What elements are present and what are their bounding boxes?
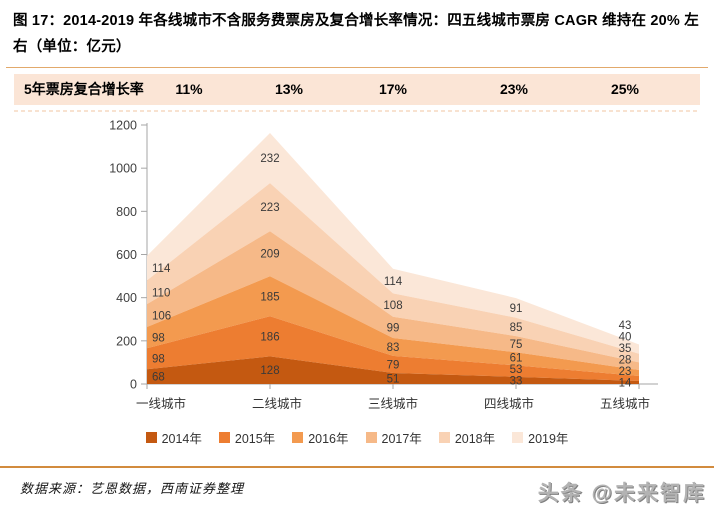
data-label-一线城市-2017年: 106 [152, 311, 171, 323]
data-label-二线城市-2015年: 186 [260, 331, 279, 343]
data-label-三线城市-2016年: 83 [387, 342, 400, 354]
legend-item-2017年: 2017年 [365, 428, 422, 447]
data-label-五线城市-2016年: 28 [619, 355, 632, 367]
legend-label: 2016年 [308, 432, 349, 446]
legend-swatch [292, 432, 304, 443]
x-axis-category-label: 四线城市 [484, 396, 534, 411]
data-label-一线城市-2018年: 110 [152, 287, 170, 299]
legend-item-2019年: 2019年 [512, 428, 568, 447]
x-axis-category-label: 一线城市 [136, 396, 186, 411]
data-label-四线城市-2016年: 61 [510, 352, 523, 364]
cagr-value-tier5: 25% [610, 81, 640, 97]
legend-item-2014年: 2014年 [145, 428, 202, 447]
y-axis-tick-label: 0 [130, 378, 137, 392]
legend-swatch [365, 432, 377, 443]
cagr-value-tier2: 13% [274, 81, 304, 97]
data-label-三线城市-2019年: 114 [384, 276, 403, 288]
data-label-二线城市-2019年: 232 [260, 153, 279, 165]
y-axis-tick-label: 400 [116, 291, 137, 305]
data-label-一线城市-2014年: 68 [152, 372, 165, 384]
y-axis-tick-label: 200 [116, 334, 137, 348]
data-label-二线城市-2018年: 223 [260, 202, 279, 214]
y-axis-tick-label: 800 [116, 205, 137, 219]
watermark-toutiao: 头条 @未来智库 [537, 482, 706, 505]
legend-label: 2019年 [528, 432, 569, 446]
data-label-二线城市-2014年: 128 [260, 365, 279, 377]
data-label-四线城市-2015年: 53 [510, 364, 523, 376]
data-label-一线城市-2015年: 98 [152, 354, 165, 366]
legend-swatch [218, 432, 230, 443]
data-label-四线城市-2018年: 85 [510, 322, 523, 334]
figure-title: 图 17：2014-2019 年各线城市不含服务费票房及复合增长率情况：四五线城… [13, 13, 699, 55]
data-label-三线城市-2018年: 108 [383, 300, 402, 312]
data-label-三线城市-2014年: 51 [387, 374, 400, 386]
cagr-summary-band: 5年票房复合增长率 11% 13% 17% 23% 25% [14, 74, 700, 105]
cagr-value-tier4: 23% [499, 81, 529, 97]
cagr-value-tier3: 17% [378, 81, 408, 97]
stacked-area-chart: 0 200 400 600 800 1000 1200 68 98 98 106 110 114 128 1… [14, 110, 700, 411]
y-axis-tick-label: 600 [116, 248, 137, 262]
legend-swatch [145, 432, 157, 443]
data-label-二线城市-2017年: 209 [260, 249, 279, 261]
legend-swatch [438, 432, 450, 443]
data-label-一线城市-2016年: 98 [152, 333, 165, 345]
x-axis-category-label: 五线城市 [600, 396, 650, 411]
y-axis-tick-label: 1200 [109, 119, 137, 133]
legend-label: 2015年 [234, 432, 276, 446]
data-label-五线城市-2014年: 14 [619, 378, 632, 390]
data-label-四线城市-2019年: 91 [510, 303, 523, 315]
data-label-五线城市-2018年: 40 [619, 332, 632, 344]
title-divider [6, 67, 708, 68]
data-label-四线城市-2017年: 75 [510, 339, 523, 351]
cagr-band-label: 5年票房复合增长率 [24, 81, 144, 97]
legend-label: 2017年 [381, 432, 422, 446]
footer-divider [0, 466, 714, 468]
legend-item-2016年: 2016年 [292, 428, 349, 447]
data-label-四线城市-2014年: 33 [510, 375, 523, 387]
data-label-五线城市-2019年: 43 [619, 320, 632, 332]
data-label-一线城市-2019年: 114 [152, 263, 171, 275]
legend-item-2015年: 2015年 [218, 428, 276, 447]
x-axis-category-label: 二线城市 [252, 396, 302, 411]
cagr-value-tier1: 11% [175, 81, 203, 97]
data-label-五线城市-2015年: 23 [619, 366, 632, 378]
legend-label: 2014年 [161, 432, 202, 446]
area-band-2017年 [147, 231, 639, 370]
y-axis-tick-label: 1000 [109, 162, 137, 176]
area-band-2014年 [147, 356, 639, 384]
data-label-五线城市-2017年: 35 [619, 343, 632, 355]
data-source-note: 数据来源：艺恩数据，西南证券整理 [20, 482, 245, 497]
legend-item-2018年: 2018年 [438, 428, 496, 447]
legend-swatch [512, 432, 524, 443]
legend-label: 2018年 [454, 432, 496, 446]
data-label-三线城市-2017年: 99 [387, 322, 400, 334]
area-band-2019年 [147, 133, 639, 354]
data-label-三线城市-2015年: 79 [387, 360, 400, 372]
area-band-2016年 [147, 276, 639, 376]
chart-legend: 2014年 2015年 2016年 2017年 2018年 2019年 [0, 428, 714, 447]
area-band-2018年 [147, 183, 639, 363]
area-band-2015年 [147, 316, 639, 381]
data-label-二线城市-2016年: 185 [260, 291, 279, 303]
x-axis-category-label: 三线城市 [368, 396, 418, 411]
